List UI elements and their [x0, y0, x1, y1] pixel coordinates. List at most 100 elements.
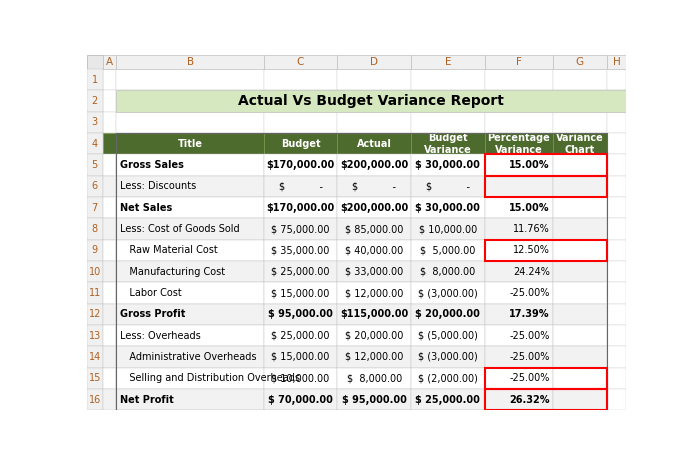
Text: 11.76%: 11.76%	[513, 224, 550, 234]
Bar	[607, 133, 626, 154]
Bar	[411, 240, 484, 261]
Bar	[264, 389, 338, 410]
Bar	[116, 197, 264, 219]
Text: Less: Overheads: Less: Overheads	[120, 331, 200, 341]
Text: $ 20,000.00: $ 20,000.00	[416, 309, 480, 319]
Bar	[484, 283, 553, 304]
Bar	[338, 154, 411, 176]
Bar	[87, 346, 102, 368]
Bar	[264, 176, 338, 197]
Bar	[116, 346, 264, 368]
Bar	[411, 261, 484, 283]
Bar	[102, 389, 116, 410]
Bar	[484, 133, 553, 154]
Text: $ 95,000.00: $ 95,000.00	[342, 395, 406, 405]
Bar	[116, 261, 264, 283]
Bar	[264, 133, 338, 154]
Bar	[338, 240, 411, 261]
Bar	[553, 325, 607, 346]
Bar	[411, 325, 484, 346]
Text: 6: 6	[92, 182, 98, 191]
Bar	[87, 368, 102, 389]
Text: Budget: Budget	[280, 139, 320, 149]
Bar	[264, 154, 338, 176]
Bar	[607, 90, 626, 112]
Bar	[411, 154, 484, 176]
Text: $           -: $ -	[352, 182, 396, 191]
Bar	[102, 154, 116, 176]
Text: $ 12,000.00: $ 12,000.00	[345, 288, 403, 298]
Bar	[411, 154, 484, 176]
Text: $115,000.00: $115,000.00	[340, 309, 409, 319]
Bar	[411, 197, 484, 219]
Bar	[264, 154, 338, 176]
Bar	[102, 346, 116, 368]
Bar	[411, 283, 484, 304]
Bar	[102, 325, 116, 346]
Bar	[116, 90, 264, 112]
Bar	[87, 112, 102, 133]
Bar	[116, 261, 264, 283]
Bar	[411, 112, 484, 133]
Bar	[484, 368, 553, 389]
Bar	[553, 133, 607, 154]
Bar	[338, 90, 411, 112]
Bar	[411, 304, 484, 325]
Bar	[87, 240, 102, 261]
Bar	[484, 346, 553, 368]
Bar	[102, 261, 116, 283]
Text: 2: 2	[92, 96, 98, 106]
Bar	[264, 240, 338, 261]
Text: $170,000.00: $170,000.00	[267, 203, 335, 213]
Bar	[411, 368, 484, 389]
Bar	[102, 176, 116, 197]
Bar	[553, 346, 607, 368]
Text: 7: 7	[92, 203, 98, 213]
Bar	[553, 368, 607, 389]
Bar	[484, 304, 553, 325]
Bar	[102, 197, 116, 219]
Bar	[338, 304, 411, 325]
Text: 24.24%: 24.24%	[513, 267, 550, 277]
Bar	[102, 133, 116, 154]
Bar	[102, 325, 116, 346]
Bar	[553, 219, 607, 240]
Bar	[484, 240, 553, 261]
Bar	[338, 346, 411, 368]
Text: $  8,000.00: $ 8,000.00	[420, 267, 475, 277]
Bar	[484, 176, 553, 197]
Bar	[484, 197, 553, 219]
Text: $ 33,000.00: $ 33,000.00	[345, 267, 403, 277]
Text: Selling and Distribution Overheads: Selling and Distribution Overheads	[120, 373, 299, 383]
Bar	[338, 197, 411, 219]
Text: Less: Discounts: Less: Discounts	[120, 182, 196, 191]
Bar	[338, 133, 411, 154]
Bar	[553, 304, 607, 325]
Text: Gross Profit: Gross Profit	[120, 309, 185, 319]
Text: Administrative Overheads: Administrative Overheads	[120, 352, 256, 362]
Bar	[116, 154, 264, 176]
Bar	[553, 176, 607, 197]
Bar	[411, 304, 484, 325]
Bar	[338, 325, 411, 346]
Bar	[102, 69, 116, 90]
Bar	[607, 219, 626, 240]
Text: 16: 16	[88, 395, 101, 405]
Bar	[484, 176, 553, 197]
Bar	[484, 389, 553, 410]
Bar	[102, 304, 116, 325]
Bar	[116, 283, 264, 304]
Bar	[411, 389, 484, 410]
Bar	[116, 283, 264, 304]
Bar	[411, 283, 484, 304]
Bar	[484, 69, 553, 90]
Text: Actual Vs Budget Variance Report: Actual Vs Budget Variance Report	[239, 94, 505, 108]
Bar	[87, 133, 102, 154]
Bar	[411, 325, 484, 346]
Bar	[102, 346, 116, 368]
Bar	[411, 389, 484, 410]
Bar	[87, 261, 102, 283]
Bar	[116, 219, 264, 240]
Text: $ (2,000.00): $ (2,000.00)	[418, 373, 477, 383]
Bar	[484, 219, 553, 240]
